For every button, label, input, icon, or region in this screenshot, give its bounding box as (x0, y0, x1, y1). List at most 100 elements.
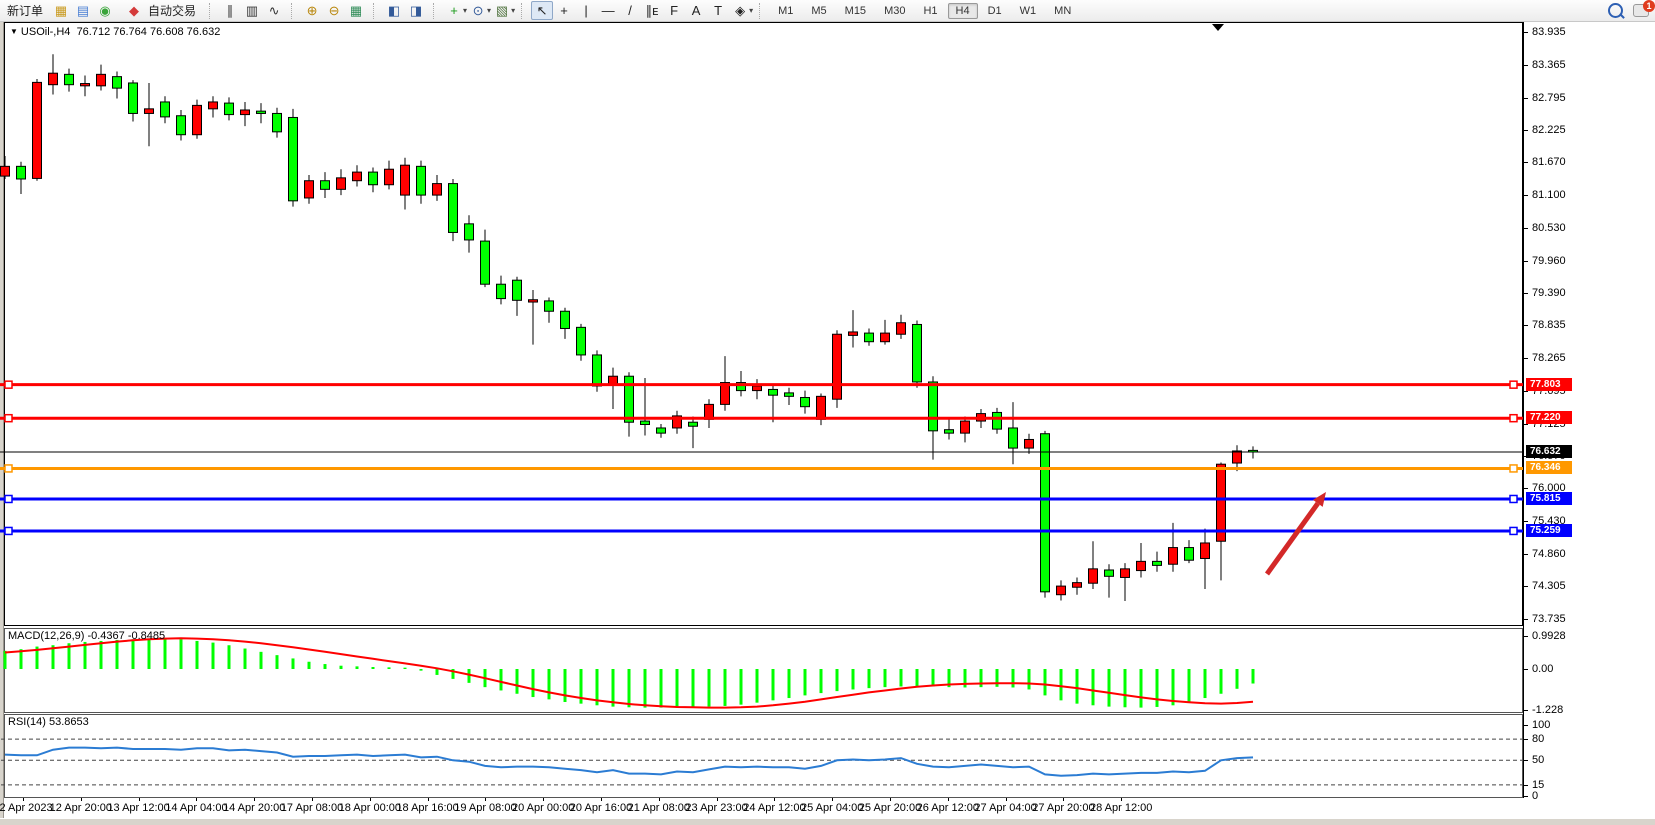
annotation-arrow[interactable] (1264, 501, 1320, 576)
candle-body (1120, 568, 1130, 578)
timeframe-button-m15[interactable]: M15 (844, 4, 867, 17)
vertical-line-icon[interactable]: | (584, 3, 588, 18)
periods-icon[interactable]: ⊙ (472, 3, 484, 18)
shapes-icon[interactable]: ◈ (735, 3, 746, 18)
candle-body (80, 83, 90, 87)
text-label-icon[interactable]: T (714, 3, 723, 18)
candle-body (64, 73, 74, 86)
tile-windows-icon[interactable]: ▦ (349, 3, 363, 18)
candle-body (160, 101, 170, 118)
candle-body (512, 279, 522, 301)
zoom-in-icon[interactable]: ⊕ (306, 3, 318, 18)
dropdown-caret-icon[interactable]: ▾ (463, 6, 468, 15)
hline-right-handle[interactable] (1509, 380, 1518, 389)
candle-body (224, 102, 234, 116)
timeframe-button-d1[interactable]: D1 (987, 4, 1002, 17)
horizontal-line-icon[interactable]: — (601, 3, 615, 18)
rsi-axis-label: 50 (1532, 754, 1545, 767)
new-chart-icon[interactable]: ▦ (54, 3, 68, 18)
timeframe-button-m5[interactable]: M5 (811, 4, 827, 17)
candle-body (1200, 542, 1210, 559)
search-icon[interactable] (1608, 3, 1623, 18)
dropdown-caret-icon[interactable]: ▾ (487, 6, 492, 15)
zoom-out-icon[interactable]: ⊖ (328, 3, 340, 18)
price-label-badge-76.346: 76.346 (1526, 461, 1572, 475)
line-chart-icon[interactable]: ∿ (268, 3, 280, 18)
hline-left-handle[interactable] (4, 494, 13, 504)
templates-icon[interactable]: ▧ (495, 3, 509, 18)
timeframe-button-m30[interactable]: M30 (884, 4, 906, 17)
price-axis[interactable]: 83.935 83.365 82.795 82.225 81.670 81.100 80.5… (1523, 22, 1655, 802)
candle-body (1216, 463, 1226, 542)
dropdown-caret-icon[interactable]: ▾ (511, 6, 516, 15)
candle-body (256, 110, 266, 114)
hline-left-handle[interactable] (4, 380, 13, 389)
notification-badge: 1 (1643, 0, 1655, 12)
hline-left-handle[interactable] (4, 464, 13, 473)
time-axis-tick (890, 798, 891, 801)
market-watch-icon[interactable]: ◉ (99, 3, 111, 18)
hline-left-handle[interactable] (4, 526, 13, 536)
candle-body (656, 427, 666, 434)
candlestick-chart-icon[interactable]: ▥ (245, 3, 259, 18)
annotation-arrow-head[interactable] (1312, 492, 1326, 507)
axis-tick (1524, 784, 1528, 786)
timeframe-button-h4[interactable]: H4 (947, 2, 978, 19)
main-chart-panel[interactable] (4, 22, 1523, 626)
timeframe-button-m1[interactable]: M1 (778, 4, 794, 17)
hline-right-handle[interactable] (1509, 413, 1518, 423)
candle-body (592, 354, 602, 387)
time-axis-label: 25 Apr 20:00 (858, 802, 922, 814)
candle-body (1056, 585, 1066, 596)
candle-body (720, 382, 730, 405)
candle-body (352, 171, 362, 182)
rsi-axis-label: 15 (1532, 778, 1545, 791)
indicators-icon[interactable]: + (450, 3, 458, 18)
timeframe-button-w1[interactable]: W1 (1019, 4, 1037, 17)
time-axis-label: 18 Apr 00:00 (338, 802, 401, 814)
fibonacci-icon[interactable]: F (670, 3, 679, 18)
candle-body (544, 300, 554, 312)
cursor-icon[interactable]: ↖ (531, 1, 554, 20)
price-label-badge-77.220: 77.220 (1526, 411, 1572, 425)
price-tick-label: 73.735 (1532, 612, 1566, 625)
candle-body (960, 420, 970, 434)
hline-right-handle[interactable] (1509, 526, 1518, 536)
candle-body (912, 323, 922, 383)
window-left-splitter[interactable] (0, 22, 4, 818)
notifications-icon[interactable]: 1 (1633, 0, 1655, 17)
crosshair-icon[interactable]: + (560, 3, 568, 18)
axis-tick (1524, 97, 1528, 99)
trendline-icon[interactable]: / (628, 3, 632, 18)
chart-shift-marker-icon[interactable] (1212, 24, 1224, 31)
chart-dropdown-marker[interactable]: ▼ (10, 27, 18, 36)
equidistant-channel-icon[interactable]: ∥ᴇ (645, 3, 659, 18)
axis-tick (1524, 709, 1528, 711)
timeframe-button-mn[interactable]: MN (1054, 4, 1072, 17)
candle-body (432, 183, 442, 196)
auto-trading-icon: ◆ (129, 3, 140, 18)
rsi-axis-label: 0 (1532, 789, 1539, 802)
new-order-button[interactable]: 新订单 (7, 4, 44, 18)
hline-right-handle[interactable] (1509, 464, 1518, 473)
toolbar-separator (291, 2, 297, 19)
rsi-panel[interactable] (4, 714, 1523, 798)
profiles-icon[interactable]: ▤ (76, 3, 90, 18)
candle-body (16, 165, 26, 180)
timeframe-button-h1[interactable]: H1 (923, 4, 938, 17)
candle-body (880, 332, 890, 343)
arrange-chart-prev-icon[interactable]: ◨ (409, 3, 423, 18)
rsi-indicator-label: RSI(14) 53.8653 (8, 716, 89, 728)
dropdown-caret-icon[interactable]: ▾ (749, 6, 754, 15)
text-icon[interactable]: A (691, 3, 701, 18)
bar-chart-icon[interactable]: ∥ (226, 3, 234, 18)
candle-body (192, 104, 202, 136)
arrange-chart-next-icon[interactable]: ◧ (387, 3, 401, 18)
time-axis-label: 14 Apr 20:00 (222, 802, 286, 814)
hline-left-handle[interactable] (4, 413, 13, 423)
auto-trading-button[interactable]: ◆ 自动交易 (116, 0, 203, 22)
time-axis-label: 20 Apr 00:00 (511, 802, 575, 814)
hline-right-handle[interactable] (1509, 494, 1518, 504)
toolbar-separator (373, 2, 379, 19)
